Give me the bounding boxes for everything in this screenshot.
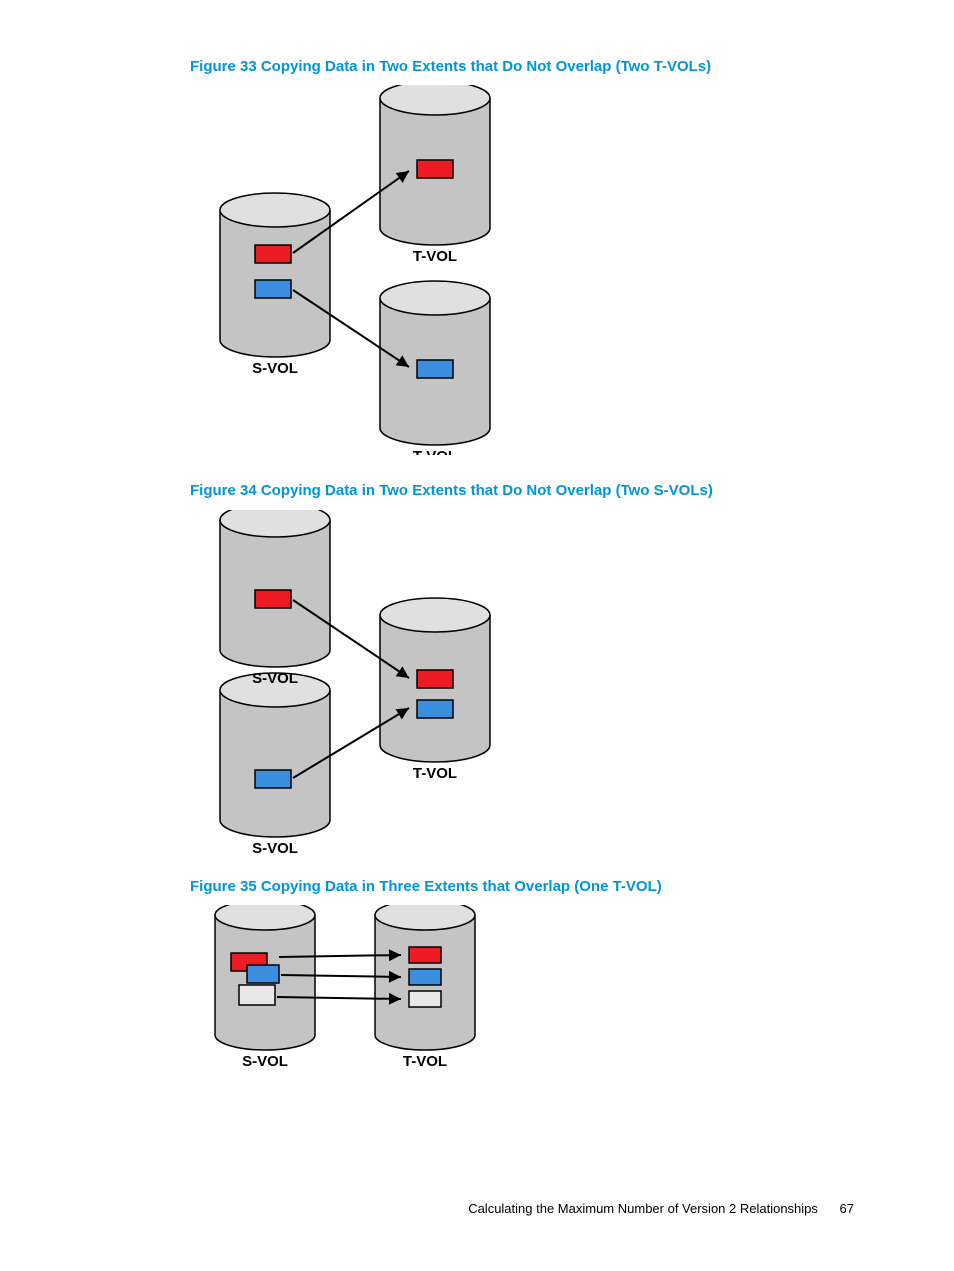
figure-34-diagram: S-VOL S-VOL T-VOL	[195, 510, 515, 860]
figure-35-caption: Figure 35 Copying Data in Three Extents …	[190, 878, 662, 895]
figure-33-caption: Figure 33 Copying Data in Two Extents th…	[190, 58, 711, 75]
footer-text: Calculating the Maximum Number of Versio…	[468, 1201, 818, 1216]
document-page: Figure 33 Copying Data in Two Extents th…	[0, 0, 954, 1271]
svg-text:T-VOL: T-VOL	[403, 1053, 447, 1070]
svg-text:S-VOL: S-VOL	[252, 360, 298, 377]
figure-33-diagram: S-VOL T-VOL T-VOL	[195, 85, 515, 455]
figure-34-caption: Figure 34 Copying Data in Two Extents th…	[190, 482, 713, 499]
svg-text:S-VOL: S-VOL	[242, 1053, 288, 1070]
svg-text:S-VOL: S-VOL	[252, 670, 298, 687]
svg-text:S-VOL: S-VOL	[252, 840, 298, 857]
page-number: 67	[840, 1201, 854, 1216]
figure-35-diagram: S-VOL T-VOL	[195, 905, 515, 1075]
svg-text:T-VOL: T-VOL	[413, 448, 457, 455]
page-footer: Calculating the Maximum Number of Versio…	[468, 1201, 854, 1216]
svg-text:T-VOL: T-VOL	[413, 765, 457, 782]
svg-text:T-VOL: T-VOL	[413, 248, 457, 265]
